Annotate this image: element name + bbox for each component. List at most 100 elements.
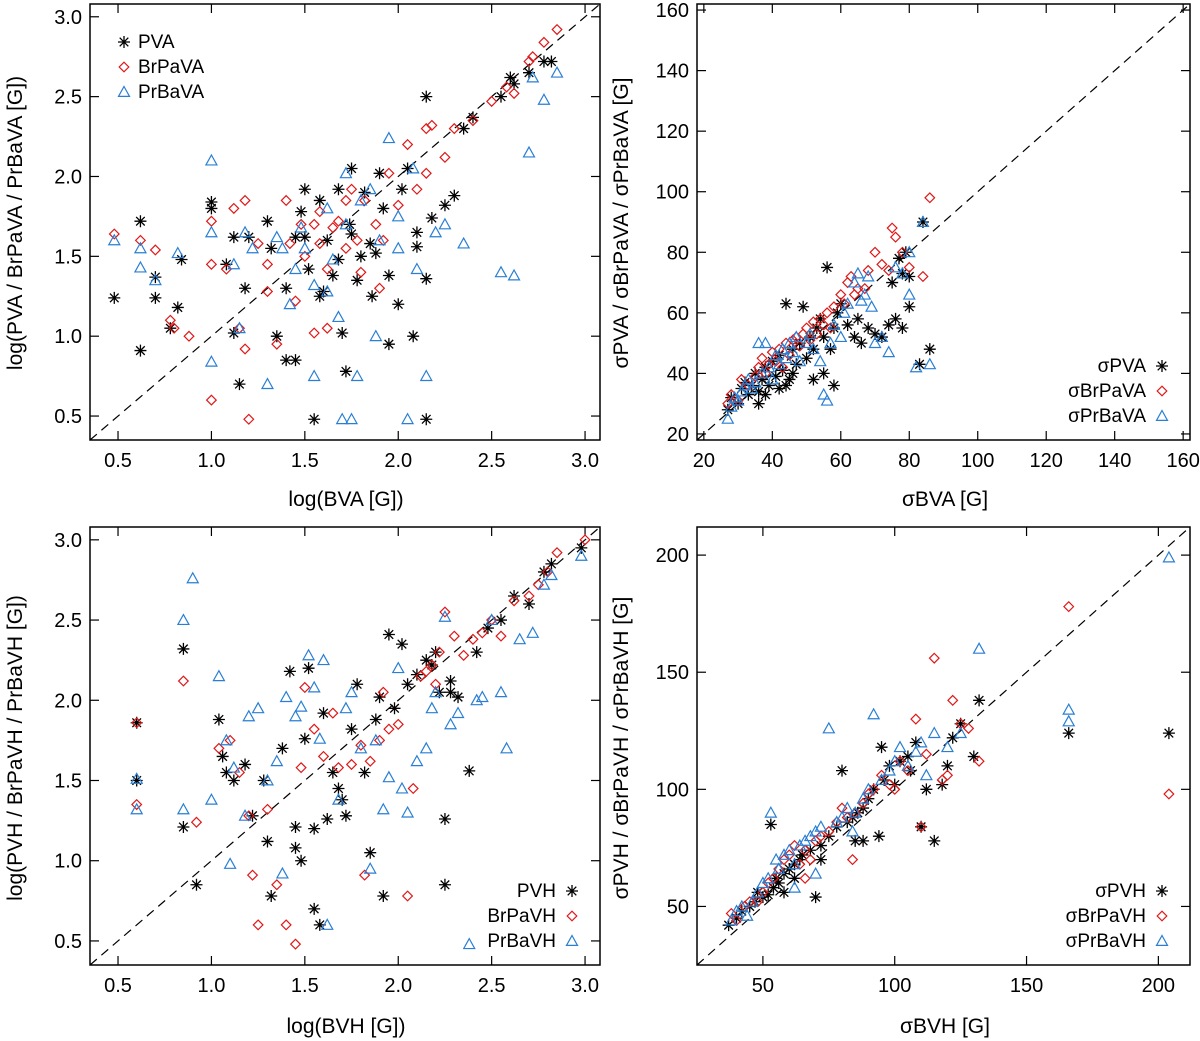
data-point [837, 306, 851, 318]
data-point [467, 114, 479, 127]
data-point [134, 344, 147, 357]
data-point [815, 830, 827, 842]
data-point [804, 853, 817, 866]
data-point [725, 907, 737, 920]
data-point [793, 354, 807, 367]
y-axis-label: log(PVH / BrPaVH / PrBaVH [G]) [4, 595, 27, 901]
data-point [373, 691, 386, 704]
data-point [345, 758, 358, 771]
data-point [827, 318, 841, 330]
data-point [331, 793, 345, 805]
data-point [289, 821, 302, 834]
y-tick-label: 1.5 [54, 770, 82, 792]
data-point [307, 278, 321, 291]
data-point [407, 330, 420, 343]
data-point [186, 571, 200, 584]
data-point [724, 399, 738, 412]
data-point [382, 131, 396, 144]
data-point [920, 748, 933, 760]
data-point [766, 355, 779, 368]
data-point [973, 755, 985, 767]
data-point [500, 741, 514, 754]
data-point [889, 312, 902, 325]
data-point [388, 702, 401, 715]
data-point [783, 373, 796, 386]
data-point [800, 322, 813, 334]
data-point [227, 257, 241, 270]
data-point [354, 741, 368, 754]
panel-bottom-left: log(BVH [G]) log(PVH / BrPaVH / PrBaVH [… [4, 526, 601, 1038]
data-point [395, 781, 409, 794]
data-point [332, 782, 345, 795]
data-point [316, 653, 331, 666]
series-σPVA [721, 216, 936, 416]
data-point [364, 237, 377, 250]
data-point [476, 627, 488, 639]
data-point [738, 376, 751, 389]
data-point [204, 225, 218, 238]
data-point [851, 266, 865, 279]
data-point [308, 723, 320, 735]
data-point [340, 242, 352, 255]
series-BrPaVA [108, 23, 563, 425]
legend-label: σPVA [1098, 356, 1147, 377]
data-point [302, 662, 315, 675]
data-point [426, 659, 438, 671]
data-point [345, 183, 358, 195]
data-point [107, 233, 121, 246]
data-point [190, 878, 203, 891]
data-point [130, 716, 143, 729]
data-point [444, 717, 458, 730]
data-point [824, 343, 837, 356]
data-point [239, 194, 251, 207]
data-point [875, 331, 888, 344]
y-tick-label: 80 [667, 242, 689, 264]
data-point [840, 801, 854, 814]
data-point [886, 276, 899, 289]
data-point [307, 369, 321, 382]
legend-marker [117, 85, 131, 97]
data-point [800, 336, 814, 349]
data-point [806, 342, 820, 355]
data-point [307, 680, 321, 693]
data-point [313, 732, 327, 744]
data-point [834, 297, 847, 310]
legend-marker [566, 910, 578, 922]
data-point [457, 649, 470, 662]
x-tick-label: 2.5 [478, 975, 506, 997]
y-tick-label: 150 [656, 662, 689, 684]
data-point [847, 275, 862, 288]
data-point [862, 321, 875, 334]
y-axis-label: σPVH / σBrPaVH / σPrBaVH [G] [610, 597, 633, 900]
data-point [849, 834, 862, 847]
data-point [425, 212, 438, 225]
data-point [813, 354, 827, 367]
data-point [377, 686, 389, 698]
data-point [355, 739, 367, 751]
data-point [788, 872, 801, 885]
data-point [940, 740, 954, 753]
data-point [901, 750, 914, 763]
x-tick-label: 1.5 [291, 450, 319, 472]
data-point [410, 226, 423, 239]
legend-label: σBrPaVH [1066, 906, 1146, 927]
data-point [238, 809, 252, 821]
data-point [452, 691, 465, 704]
data-point [545, 557, 558, 570]
data-point [410, 754, 424, 767]
legend-label: PrBaVH [487, 931, 556, 952]
data-point [485, 613, 499, 626]
data-point [889, 231, 902, 243]
data-point [836, 764, 848, 777]
data-point [889, 783, 901, 795]
y-tick-label: 1.5 [54, 246, 82, 268]
data-point [513, 632, 527, 645]
data-point [797, 300, 810, 313]
data-point [377, 890, 390, 903]
data-point [212, 669, 226, 682]
data-point [735, 373, 748, 386]
data-point [485, 95, 498, 108]
data-point [742, 388, 755, 401]
data-point [439, 151, 451, 163]
data-point [373, 233, 387, 246]
